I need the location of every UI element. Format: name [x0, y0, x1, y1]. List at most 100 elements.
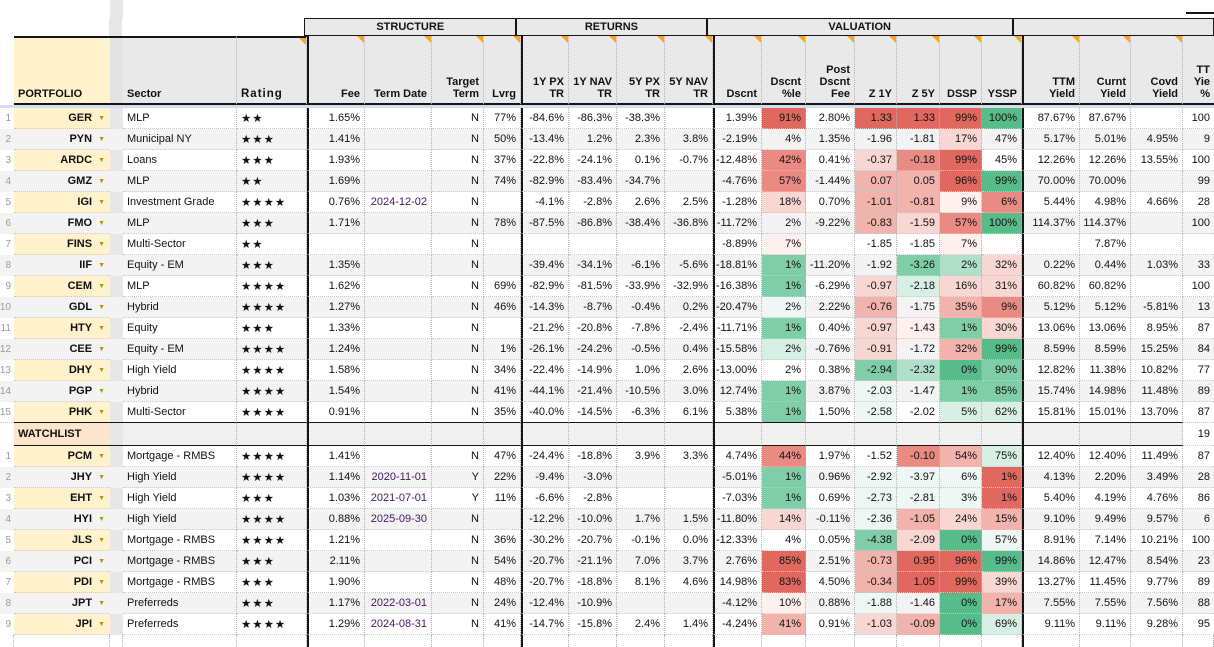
ticker-dropdown-icon[interactable]: ▼	[98, 156, 105, 164]
cell-curnt: 8.59%	[1080, 339, 1131, 360]
ticker-cell[interactable]: FMO ▼	[14, 213, 110, 234]
row-number[interactable]: 5	[0, 192, 14, 213]
cell-term	[365, 381, 432, 402]
ticker-dropdown-icon[interactable]: ▼	[98, 494, 105, 502]
ticker-dropdown-icon[interactable]: ▼	[98, 303, 105, 311]
ticker-dropdown-icon[interactable]: ▼	[98, 473, 105, 481]
row-number[interactable]: 15	[0, 402, 14, 423]
ticker-cell[interactable]: HTY ▼	[14, 318, 110, 339]
row-number[interactable]: 3	[0, 488, 14, 509]
ticker-dropdown-icon[interactable]: ▼	[98, 557, 105, 565]
row-number[interactable]: 7	[0, 572, 14, 593]
ticker-dropdown-icon[interactable]: ▼	[98, 620, 105, 628]
ticker-cell[interactable]: JPT ▼	[14, 593, 110, 614]
ticker-dropdown-icon[interactable]: ▼	[98, 114, 105, 122]
table-row: 10 GDL ▼ Hybrid ★★★★ 1.27% N 46% -14.3% -8.7% -0.4…	[0, 297, 1214, 318]
ticker-cell[interactable]: GDL ▼	[14, 297, 110, 318]
row-number[interactable]: 4	[0, 509, 14, 530]
ticker-dropdown-icon[interactable]: ▼	[98, 408, 105, 416]
cell-target: N	[432, 171, 484, 192]
ticker-dropdown-icon[interactable]: ▼	[98, 515, 105, 523]
ticker-cell[interactable]: DHY ▼	[14, 360, 110, 381]
ticker-dropdown-icon[interactable]: ▼	[98, 578, 105, 586]
cell-pctl: 2%	[762, 339, 806, 360]
row-number[interactable]: 2	[0, 129, 14, 150]
row-number[interactable]: 9	[0, 276, 14, 297]
cell-nav5y: 3.7%	[665, 551, 713, 572]
ticker-dropdown-icon[interactable]: ▼	[98, 536, 105, 544]
ticker-dropdown-icon[interactable]: ▼	[98, 177, 105, 185]
row-number[interactable]: 14	[0, 381, 14, 402]
cell-cut: 77	[1183, 360, 1214, 381]
ticker-dropdown-icon[interactable]: ▼	[98, 135, 105, 143]
ticker-dropdown-icon[interactable]: ▼	[98, 599, 105, 607]
ticker-cell[interactable]: IGI ▼	[14, 192, 110, 213]
row-number[interactable]: 2	[0, 467, 14, 488]
ticker-dropdown-icon[interactable]: ▼	[98, 452, 105, 460]
ticker-cell[interactable]: CEM ▼	[14, 276, 110, 297]
ticker-dropdown-icon[interactable]: ▼	[98, 219, 105, 227]
row-number[interactable]: 6	[0, 551, 14, 572]
ticker-cell[interactable]: IIF ▼	[14, 255, 110, 276]
cell-lvrg: 37%	[484, 150, 521, 171]
row-number[interactable]: 6	[0, 213, 14, 234]
row-number[interactable]: 10	[0, 297, 14, 318]
sector-cell	[123, 635, 237, 647]
ticker-dropdown-icon[interactable]: ▼	[98, 366, 105, 374]
ticker-cell[interactable]: JHY ▼	[14, 467, 110, 488]
sector-cell: Loans	[123, 150, 237, 171]
ticker-cell[interactable]: HYI ▼	[14, 509, 110, 530]
row-number[interactable]: 9	[0, 614, 14, 635]
ticker-cell[interactable]: ARDC ▼	[14, 150, 110, 171]
ticker-cell[interactable]: GMZ ▼	[14, 171, 110, 192]
note-marker-icon	[561, 36, 568, 43]
ticker-dropdown-icon[interactable]: ▼	[98, 345, 105, 353]
ticker-cell[interactable]: CEE ▼	[14, 339, 110, 360]
ticker-cell[interactable]: PYN ▼	[14, 129, 110, 150]
cell-fee: 1.24%	[307, 339, 365, 360]
row-number[interactable]: 12	[0, 339, 14, 360]
row-number[interactable]: 1	[0, 108, 14, 129]
cell-dscnt: -8.89%	[713, 234, 762, 255]
ticker-cell[interactable]: PHK ▼	[14, 402, 110, 423]
separator-fill	[940, 423, 982, 446]
ticker-dropdown-icon[interactable]: ▼	[98, 387, 105, 395]
row-number[interactable]: 7	[0, 234, 14, 255]
ticker-cell[interactable]: PCI ▼	[14, 551, 110, 572]
row-number[interactable]: 1	[0, 446, 14, 467]
row-number[interactable]: 13	[0, 360, 14, 381]
cell-pctl: 14%	[762, 509, 806, 530]
cell-nav5y: 1.5%	[665, 509, 713, 530]
row-number[interactable]: 8	[0, 593, 14, 614]
ticker-cell[interactable]: PCM ▼	[14, 446, 110, 467]
cell-px1y: -82.9%	[521, 276, 569, 297]
cell-pctl: 4%	[762, 530, 806, 551]
note-marker-icon	[889, 36, 896, 43]
row-number[interactable]: 11	[0, 318, 14, 339]
ticker-cell[interactable]: FINS ▼	[14, 234, 110, 255]
ticker-cell[interactable]: PDI ▼	[14, 572, 110, 593]
sector-cell: Equity	[123, 318, 237, 339]
ticker-cell[interactable]: JLS ▼	[14, 530, 110, 551]
column-header-z5y: Z 5Y	[897, 36, 940, 105]
ticker-dropdown-icon[interactable]: ▼	[98, 261, 105, 269]
ticker-dropdown-icon[interactable]: ▼	[98, 198, 105, 206]
cell-nav1y: -86.8%	[569, 213, 617, 234]
row-number[interactable]: 5	[0, 530, 14, 551]
ticker-cell[interactable]: EHT ▼	[14, 488, 110, 509]
ticker-cell[interactable]: JPI ▼	[14, 614, 110, 635]
cell-curnt: 5.12%	[1080, 297, 1131, 318]
cell-yssp: 17%	[982, 593, 1022, 614]
ticker-dropdown-icon[interactable]: ▼	[98, 240, 105, 248]
cell-target: N	[432, 572, 484, 593]
cell-cut: 99	[1183, 171, 1214, 192]
ticker-dropdown-icon[interactable]: ▼	[98, 282, 105, 290]
row-number[interactable]: 8	[0, 255, 14, 276]
row-number[interactable]: 3	[0, 150, 14, 171]
cell-postfee: 0.41%	[806, 150, 855, 171]
ticker-cell[interactable]: PGP ▼	[14, 381, 110, 402]
ticker-dropdown-icon[interactable]: ▼	[98, 324, 105, 332]
cell-px1y: -21.2%	[521, 318, 569, 339]
row-number[interactable]: 4	[0, 171, 14, 192]
ticker-cell[interactable]: GER ▼	[14, 108, 110, 129]
